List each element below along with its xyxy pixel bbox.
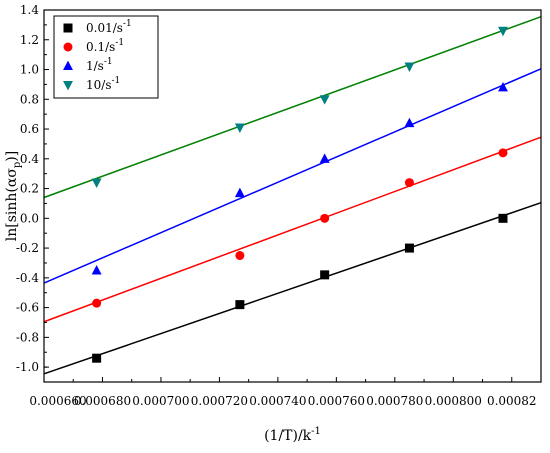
data-point-series-4	[404, 62, 415, 72]
data-point-series-2	[404, 178, 414, 188]
y-tick-label: 0.4	[20, 152, 39, 166]
x-tick-label: 0.000660	[29, 394, 86, 408]
legend-marker-2	[63, 42, 73, 52]
y-tick-label: 1.0	[20, 63, 39, 77]
x-axis-title-sup: -1	[311, 426, 321, 437]
x-tick-label: 0.000740	[249, 394, 306, 408]
legend-label-4: 10/s-1	[86, 76, 120, 92]
y-axis-title-sub: p	[12, 162, 23, 168]
y-axis-title: ln[sinh(ασp)]	[4, 151, 23, 241]
plot-frame	[43, 9, 542, 383]
fit-line-series-4	[43, 15, 542, 199]
x-tick-label: 0.00082	[487, 394, 537, 408]
x-axis-title: (1/T)/k-1	[264, 426, 321, 444]
data-point-series-4	[319, 95, 330, 105]
fit-lines	[43, 15, 542, 375]
data-point-series-1	[320, 270, 330, 280]
data-point-series-3	[319, 153, 330, 163]
x-tick-label: 0.000780	[366, 394, 423, 408]
y-tick-label: -1.0	[16, 360, 39, 374]
x-tick-label: 0.000680	[74, 394, 131, 408]
data-point-series-1	[498, 213, 508, 223]
data-point-series-2	[92, 298, 102, 308]
y-axis-title-post: )]	[4, 151, 20, 162]
data-point-series-3	[91, 265, 102, 275]
data-point-series-3	[404, 117, 415, 128]
legend-marker-1	[63, 23, 73, 33]
y-tick-label: 1.4	[20, 3, 39, 17]
legend-marker-3	[63, 60, 73, 71]
data-point-series-4	[91, 178, 102, 189]
data-point-series-2	[498, 148, 508, 158]
data-point-series-1	[92, 353, 102, 363]
data-point-series-1	[404, 243, 414, 253]
x-tick-label: 0.000700	[132, 394, 189, 408]
y-tick-label: -0.8	[16, 330, 39, 344]
data-point-series-2	[320, 213, 330, 223]
legend-label-2: 0.1/s-1	[86, 38, 124, 54]
data-point-series-3	[498, 81, 508, 92]
y-axis-title-pre: ln[sinh(ασ	[4, 168, 20, 242]
data-point-series-3	[234, 187, 245, 198]
y-tick-label: 0.8	[20, 92, 39, 106]
y-tick-label: 0.2	[20, 182, 39, 196]
data-point-series-4	[234, 123, 245, 133]
x-axis-title-main: (1/T)/k	[264, 428, 312, 444]
legend-marker-4	[63, 80, 73, 91]
x-tick-label: 0.000760	[308, 394, 365, 408]
y-tick-label: 0.6	[20, 122, 39, 136]
data-point-series-1	[235, 300, 245, 310]
data-points	[91, 26, 508, 363]
y-tick-label: 0.0	[20, 211, 39, 225]
y-tick-label: -0.2	[16, 241, 39, 255]
fit-line-series-3	[43, 68, 542, 284]
y-tick-label: -0.4	[16, 271, 40, 285]
legend: 0.01/s-1 0.1/s-1 1/s-1 10/s-1	[53, 15, 159, 99]
fit-line-series-1	[43, 201, 542, 375]
y-tick-label: 1.2	[20, 33, 39, 47]
fit-line-series-2	[43, 136, 542, 323]
legend-label-1: 0.01/s-1	[86, 19, 132, 35]
data-point-series-2	[235, 251, 245, 261]
x-tick-label: 0.000720	[191, 394, 248, 408]
data-point-series-4	[498, 26, 508, 37]
y-tick-label: -0.6	[16, 301, 39, 315]
x-tick-label: 0.000800	[425, 394, 482, 408]
legend-label-3: 1/s-1	[86, 57, 113, 73]
